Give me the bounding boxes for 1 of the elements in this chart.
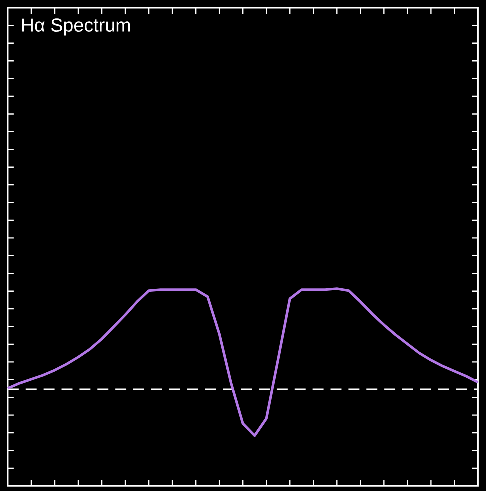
chart-title: Hα Spectrum — [22, 18, 130, 36]
